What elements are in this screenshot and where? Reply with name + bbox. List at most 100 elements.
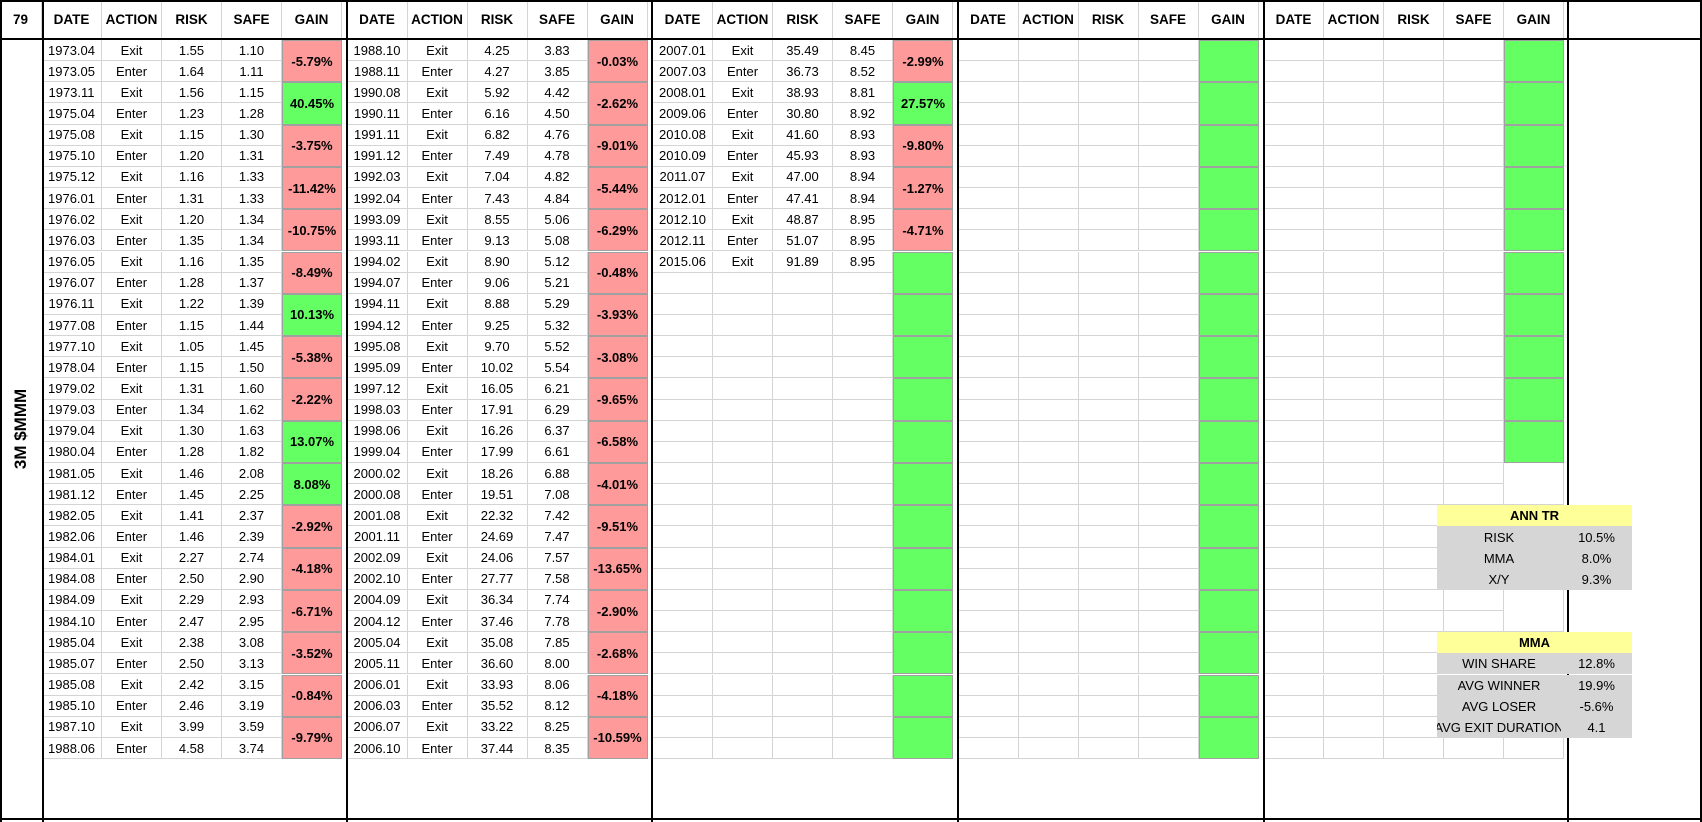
cell-safe[interactable] <box>1138 674 1199 696</box>
cell-action[interactable] <box>1018 209 1079 231</box>
cell-action[interactable] <box>1018 547 1079 569</box>
cell-risk[interactable] <box>1384 230 1444 252</box>
gain-cell[interactable] <box>1198 336 1259 379</box>
cell-date[interactable]: 1990.11 <box>347 103 408 125</box>
cell-safe[interactable]: 1.37 <box>222 272 282 294</box>
cell-date[interactable] <box>958 737 1019 760</box>
cell-risk[interactable] <box>773 526 833 548</box>
cell-safe[interactable] <box>833 695 893 717</box>
cell-date[interactable]: 1988.10 <box>347 40 408 62</box>
cell-risk[interactable] <box>1078 463 1139 485</box>
cell-date[interactable] <box>958 166 1019 189</box>
cell-safe[interactable]: 5.21 <box>527 272 588 294</box>
cell-risk[interactable] <box>1384 357 1444 379</box>
cell-risk[interactable]: 27.77 <box>467 568 528 590</box>
cell-safe[interactable] <box>1138 145 1199 167</box>
cell-safe[interactable] <box>1444 314 1504 337</box>
cell-action[interactable] <box>1324 230 1384 252</box>
cell-safe[interactable] <box>1138 251 1199 273</box>
cell-action[interactable] <box>713 378 773 400</box>
cell-date[interactable]: 1978.04 <box>42 357 102 379</box>
cell-date[interactable] <box>653 272 713 294</box>
cell-safe[interactable] <box>1444 336 1504 358</box>
cell-risk[interactable]: 2.29 <box>162 589 222 612</box>
cell-action[interactable] <box>1018 674 1079 696</box>
gain-cell[interactable]: -3.08% <box>587 336 648 379</box>
cell-risk[interactable] <box>1078 526 1139 548</box>
cell-action[interactable] <box>1324 166 1384 189</box>
cell-date[interactable]: 2012.11 <box>653 230 713 252</box>
cell-date[interactable] <box>1264 230 1324 252</box>
cell-action[interactable] <box>1018 103 1079 125</box>
cell-risk[interactable]: 2.27 <box>162 547 222 569</box>
cell-safe[interactable] <box>833 336 893 358</box>
cell-date[interactable]: 1998.03 <box>347 399 408 421</box>
cell-action[interactable]: Enter <box>407 188 468 210</box>
cell-date[interactable] <box>653 695 713 717</box>
cell-safe[interactable]: 4.78 <box>527 145 588 167</box>
cell-safe[interactable] <box>1138 568 1199 590</box>
cell-action[interactable]: Enter <box>102 484 162 506</box>
cell-action[interactable]: Exit <box>407 209 468 231</box>
cell-action[interactable]: Exit <box>102 336 162 358</box>
cell-risk[interactable] <box>1078 611 1139 633</box>
cell-action[interactable]: Exit <box>407 589 468 612</box>
cell-action[interactable]: Exit <box>407 674 468 696</box>
cell-risk[interactable] <box>773 568 833 590</box>
gain-cell[interactable] <box>1198 674 1259 717</box>
cell-risk[interactable] <box>1078 209 1139 231</box>
cell-risk[interactable]: 48.87 <box>773 209 833 231</box>
cell-safe[interactable] <box>1138 61 1199 83</box>
gain-cell[interactable] <box>1198 420 1259 463</box>
cell-safe[interactable]: 1.50 <box>222 357 282 379</box>
cell-date[interactable]: 1985.10 <box>42 695 102 717</box>
cell-safe[interactable]: 8.94 <box>833 188 893 210</box>
cell-risk[interactable] <box>1078 737 1139 760</box>
cell-safe[interactable]: 2.39 <box>222 526 282 548</box>
cell-action[interactable]: Enter <box>407 230 468 252</box>
cell-safe[interactable]: 5.54 <box>527 357 588 379</box>
cell-date[interactable] <box>1264 145 1324 167</box>
cell-action[interactable] <box>1324 653 1384 675</box>
gain-cell[interactable] <box>1198 716 1259 760</box>
cell-risk[interactable]: 7.04 <box>467 166 528 189</box>
cell-action[interactable]: Enter <box>407 653 468 675</box>
cell-risk[interactable]: 1.20 <box>162 145 222 167</box>
cell-date[interactable] <box>958 40 1019 62</box>
cell-risk[interactable]: 37.46 <box>467 611 528 633</box>
cell-safe[interactable] <box>1444 188 1504 210</box>
cell-action[interactable] <box>713 737 773 760</box>
gain-cell[interactable] <box>1504 336 1564 379</box>
cell-date[interactable] <box>958 145 1019 167</box>
cell-safe[interactable] <box>1138 589 1199 612</box>
gain-cell[interactable]: -6.29% <box>587 209 648 252</box>
cell-action[interactable]: Enter <box>407 526 468 548</box>
cell-date[interactable] <box>958 632 1019 654</box>
cell-action[interactable] <box>1018 716 1079 738</box>
cell-safe[interactable] <box>833 272 893 294</box>
cell-safe[interactable] <box>1444 145 1504 167</box>
cell-risk[interactable] <box>773 695 833 717</box>
cell-action[interactable]: Exit <box>407 293 468 315</box>
cell-safe[interactable] <box>1138 336 1199 358</box>
cell-risk[interactable] <box>773 674 833 696</box>
cell-safe[interactable]: 8.95 <box>833 251 893 273</box>
gain-cell[interactable]: 40.45% <box>282 82 342 125</box>
cell-date[interactable]: 2012.01 <box>653 188 713 210</box>
cell-risk[interactable] <box>1384 568 1444 590</box>
cell-safe[interactable]: 2.74 <box>222 547 282 569</box>
cell-date[interactable]: 1993.09 <box>347 209 408 231</box>
cell-risk[interactable]: 7.49 <box>467 145 528 167</box>
cell-safe[interactable] <box>833 420 893 442</box>
cell-date[interactable] <box>958 61 1019 83</box>
cell-date[interactable]: 1994.12 <box>347 314 408 337</box>
cell-risk[interactable] <box>1384 674 1444 696</box>
cell-safe[interactable]: 5.06 <box>527 209 588 231</box>
cell-risk[interactable] <box>1384 695 1444 717</box>
gain-cell[interactable] <box>1504 378 1564 421</box>
cell-safe[interactable] <box>1444 399 1504 421</box>
cell-risk[interactable]: 9.06 <box>467 272 528 294</box>
cell-action[interactable] <box>1324 251 1384 273</box>
cell-date[interactable]: 1973.04 <box>42 40 102 62</box>
cell-date[interactable] <box>1264 251 1324 273</box>
